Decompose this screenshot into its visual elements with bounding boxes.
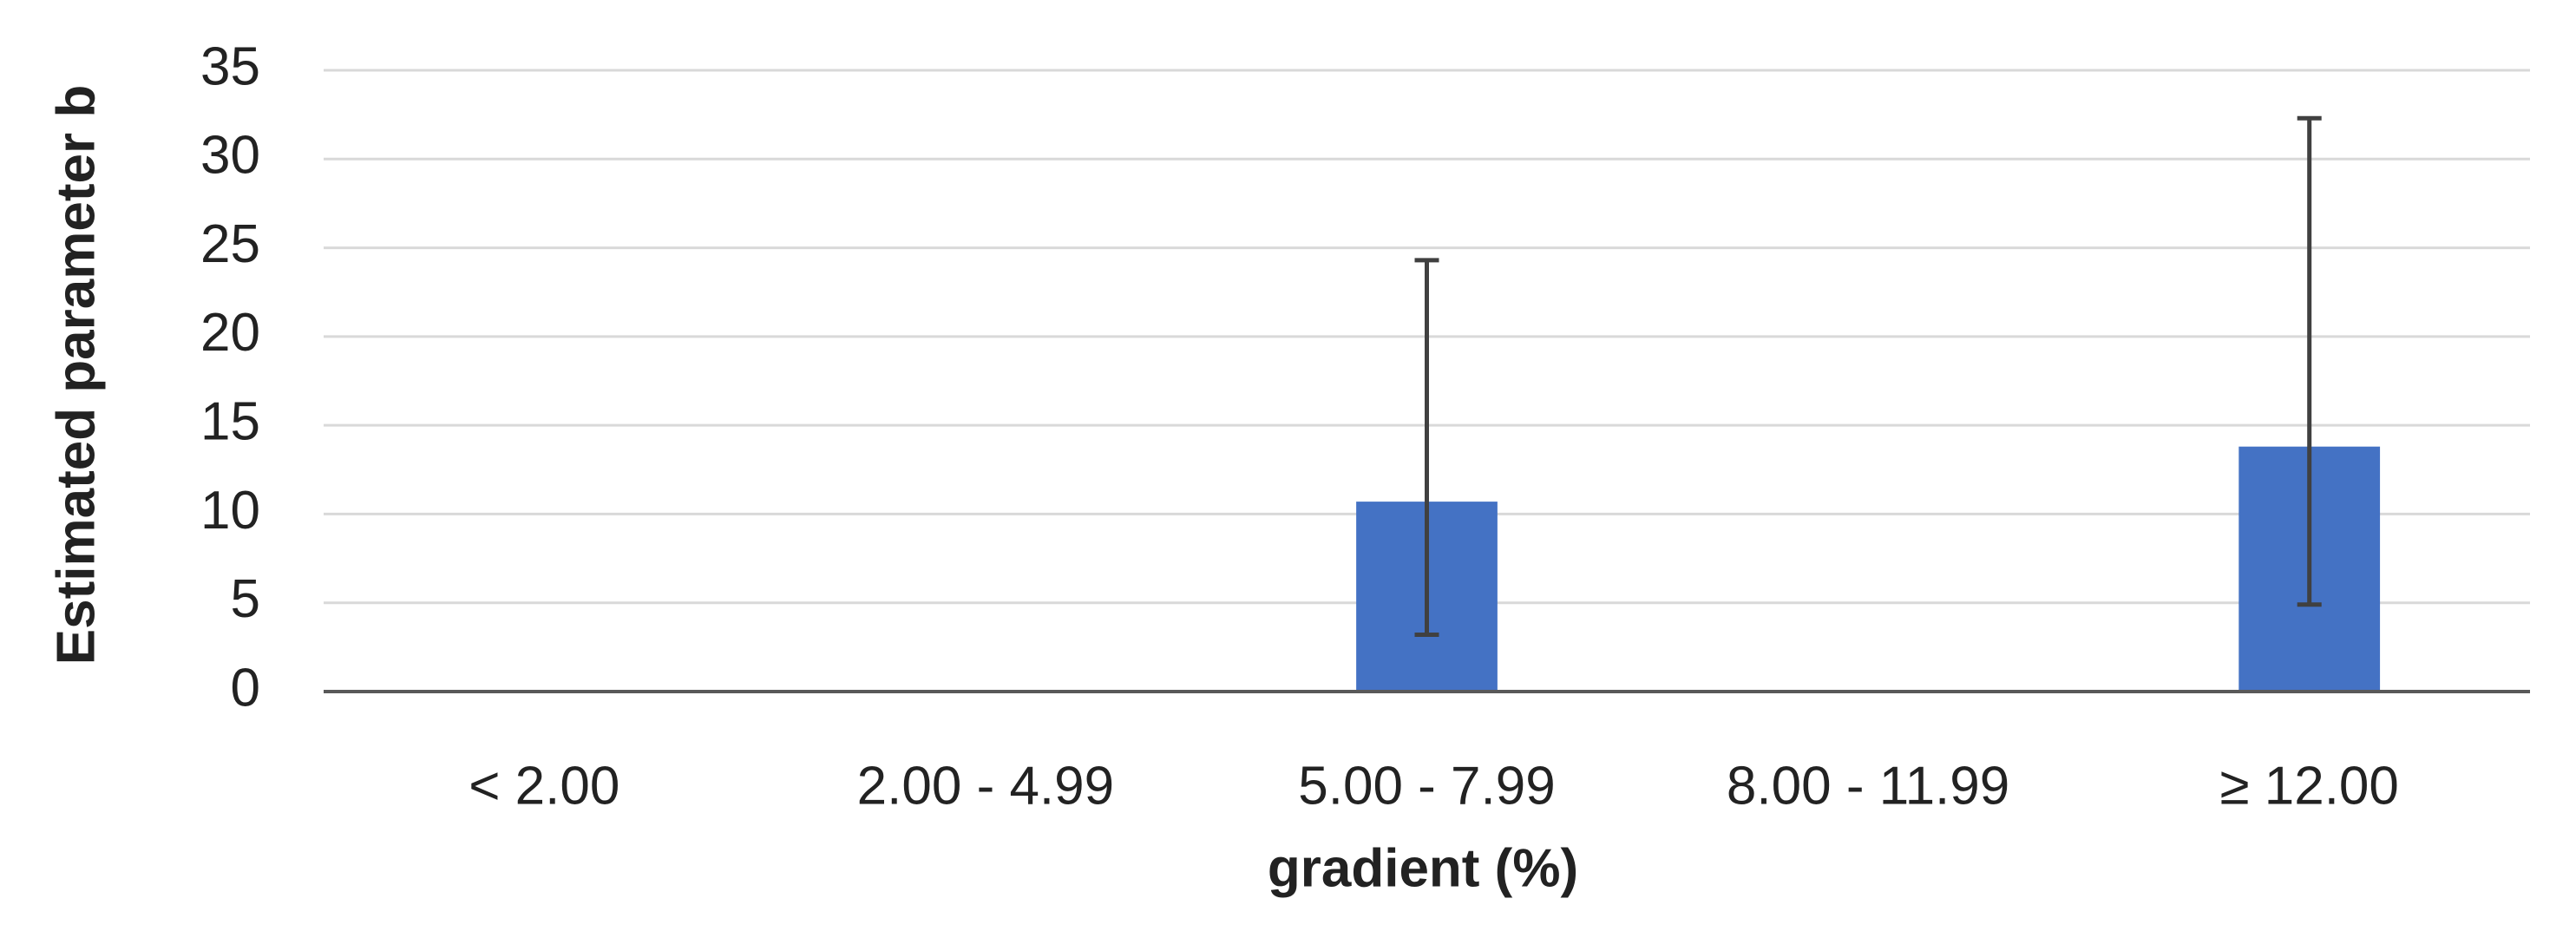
y-tick-label: 0 [231,658,260,718]
y-tick-label: 10 [200,481,260,541]
y-tick-label: 20 [200,303,260,363]
x-tick-label: 5.00 - 7.99 [1298,756,1555,816]
y-axis-title: Estimated parameter b [46,85,106,665]
x-tick-label: 8.00 - 11.99 [1727,756,2009,816]
error-bar [1414,258,1439,638]
y-tick-label: 35 [200,36,260,96]
error-bar [2297,115,2322,607]
x-axis-title: gradient (%) [1268,838,1578,898]
x-tick-label: ≥ 12.00 [2219,756,2398,816]
y-tick-label: 15 [200,392,260,452]
x-tick-label: < 2.00 [469,756,619,816]
y-tick-label: 25 [200,214,260,274]
y-tick-label: 5 [231,569,260,629]
y-tick-label: 30 [200,126,260,186]
x-tick-label: 2.00 - 4.99 [857,756,1114,816]
